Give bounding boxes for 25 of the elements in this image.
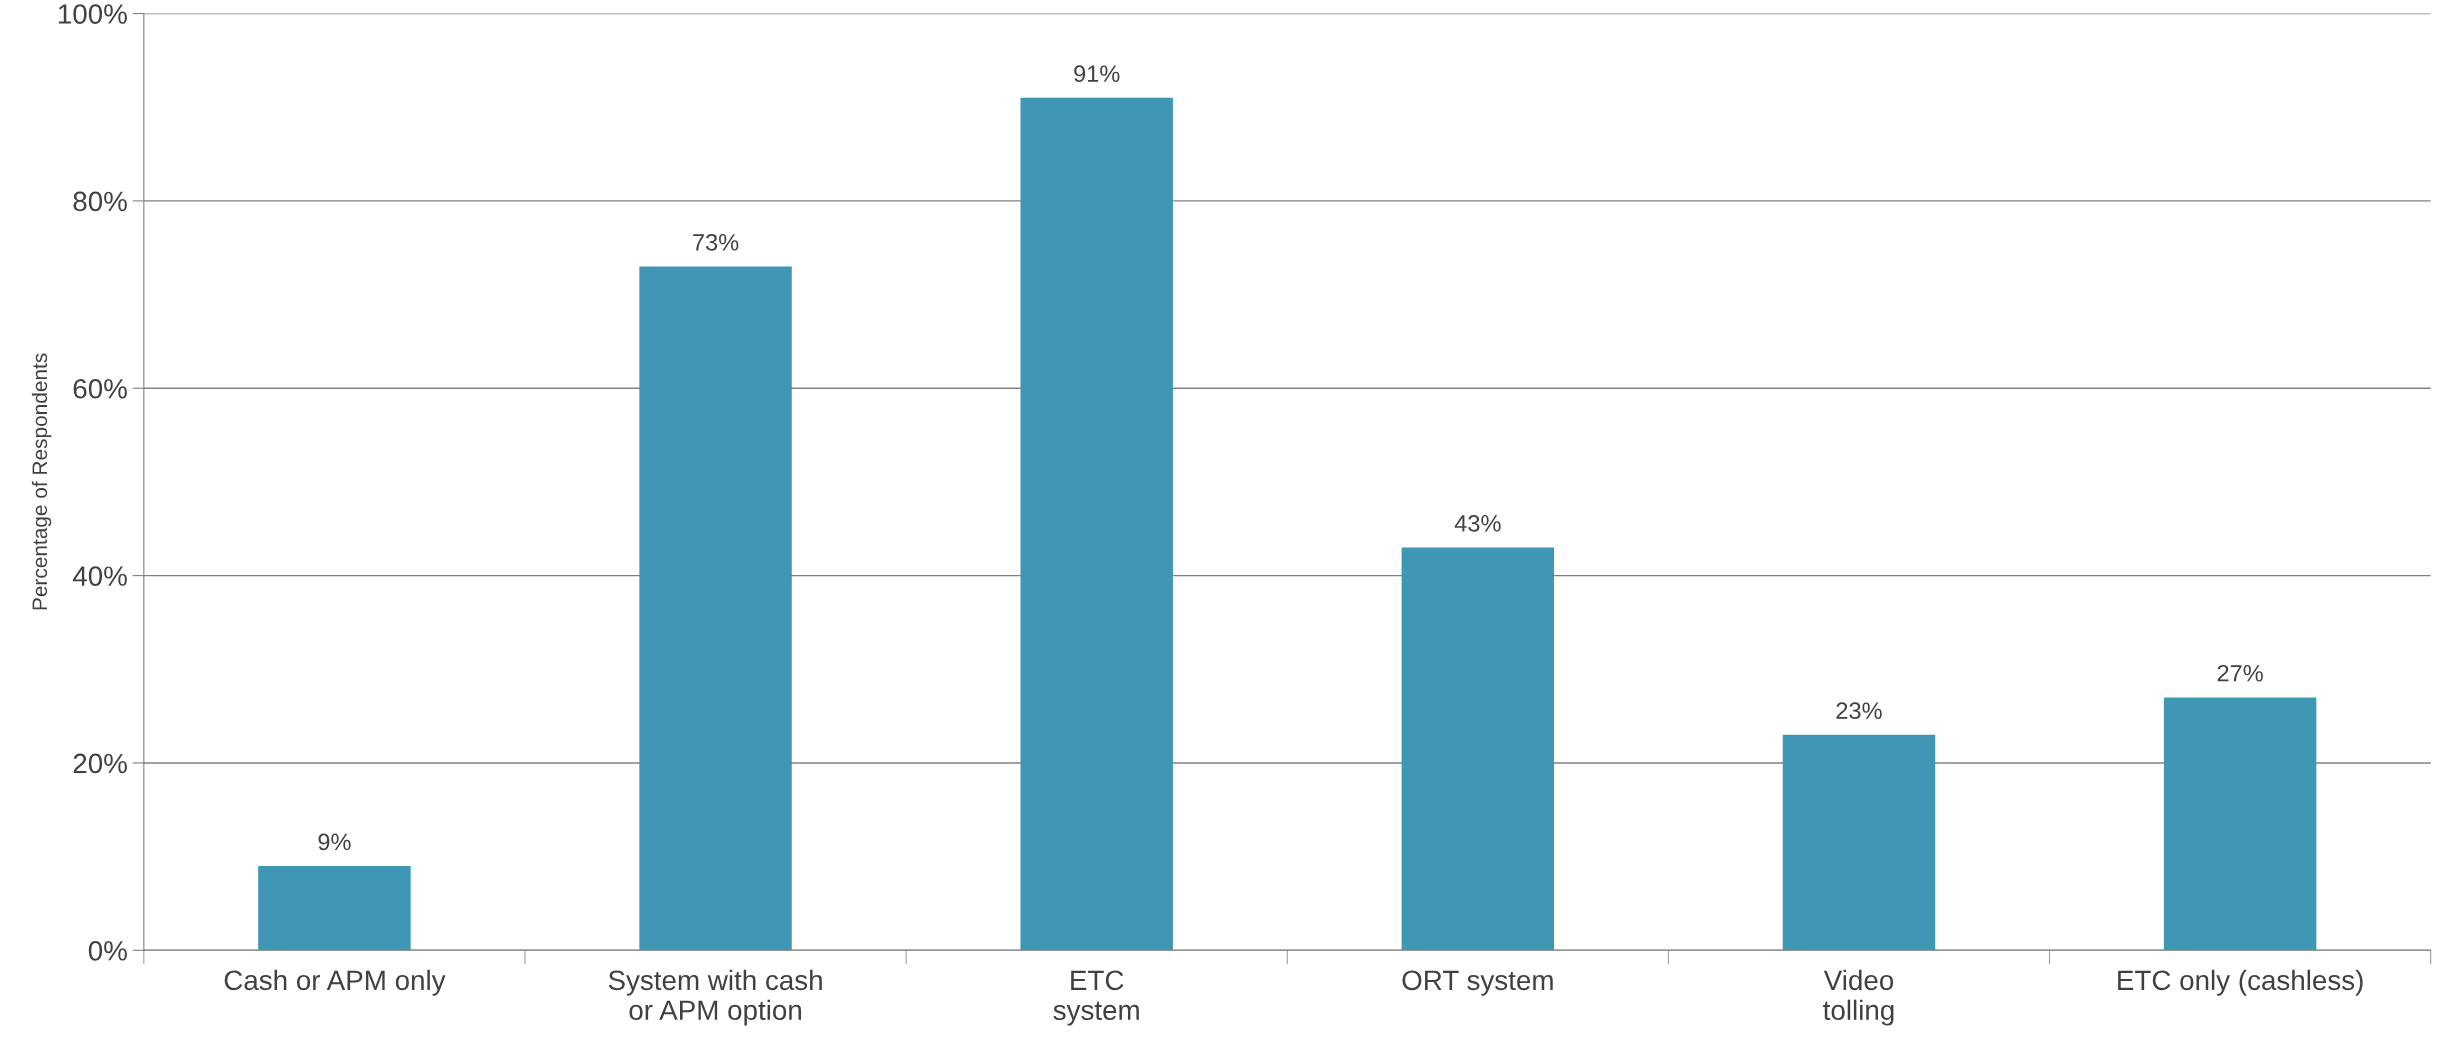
data-label: 23% [1836, 702, 1882, 720]
data-label: 9% [318, 833, 351, 851]
bar [2163, 697, 2317, 951]
y-tick-label: 60% [73, 378, 127, 399]
data-label: 43% [1454, 515, 1501, 532]
y-tick-label: 40% [72, 566, 127, 586]
data-label: 73% [693, 233, 739, 251]
data-label: 27% [2217, 664, 2263, 682]
y-tick-label: 20% [73, 753, 127, 774]
bar [1401, 547, 1555, 951]
y-axis-title: Percentage of Respondents [31, 353, 52, 610]
data-label: 91% [1074, 65, 1120, 83]
x-tick-label: ORT system [1402, 970, 1553, 996]
x-tick-label: Video tolling [1823, 969, 1894, 1026]
x-tick-label: ETC only (cashless) [2118, 969, 2363, 996]
y-tick-label: 0% [88, 940, 127, 961]
y-tick-label: 100% [58, 4, 127, 24]
x-tick-label: ETC system [1053, 970, 1139, 1026]
y-tick-label: 80% [73, 191, 127, 212]
bar [1020, 97, 1173, 951]
bar [258, 866, 411, 951]
x-tick-label: System with cash or APM option [608, 969, 822, 1026]
bar [1782, 734, 1936, 951]
x-tick-label: Cash or APM only [224, 969, 446, 996]
bar [639, 266, 792, 951]
